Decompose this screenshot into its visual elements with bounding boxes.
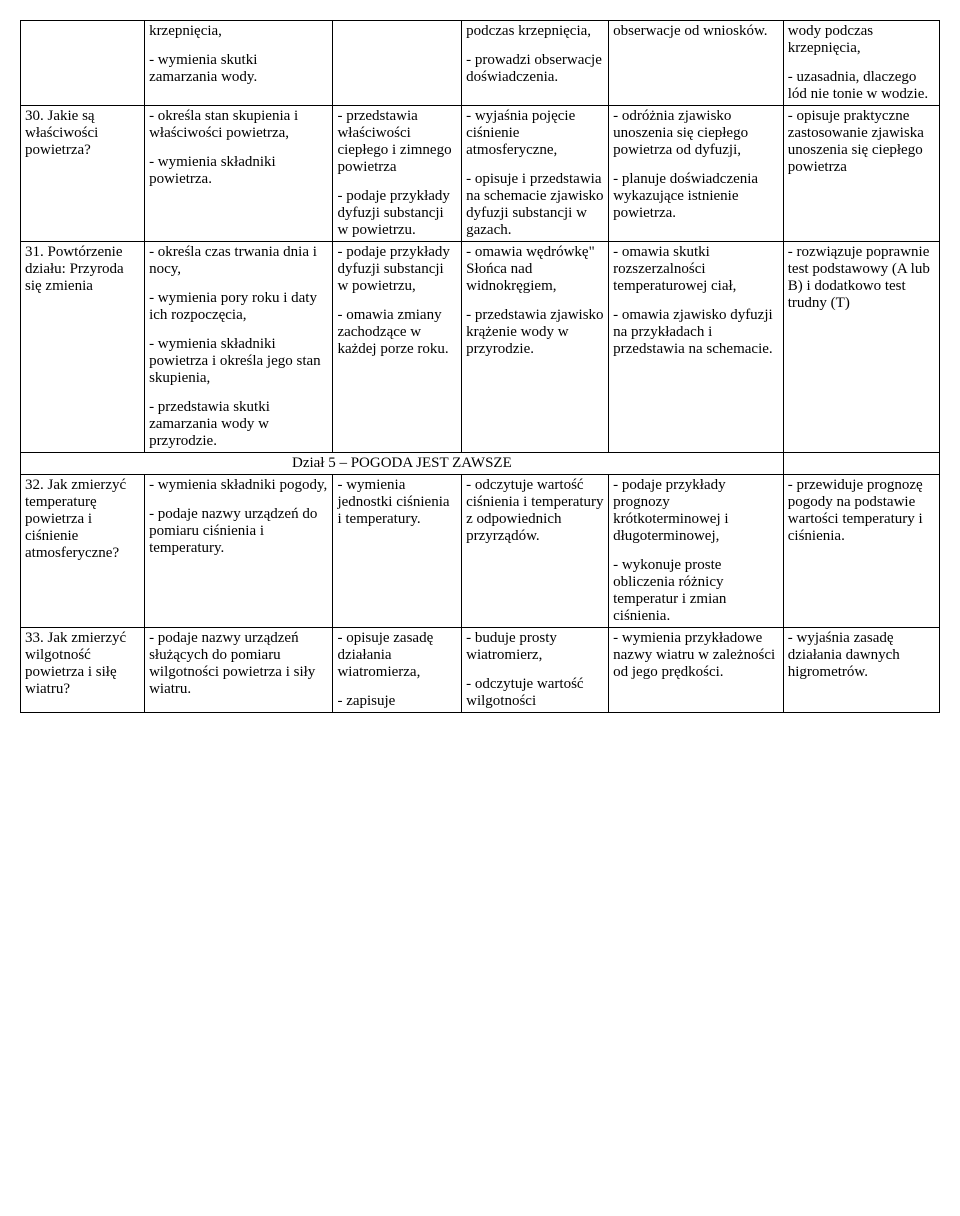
cell-topic: 33. Jak zmierzyć wilgotność powietrza i … bbox=[21, 628, 145, 713]
table-row: 31. Powtórzenie działu: Przyroda się zmi… bbox=[21, 242, 940, 453]
cell-level3: - odczytuje wartość ciśnienia i temperat… bbox=[462, 475, 609, 628]
cell-level4: - omawia skutki rozszerzalności temperat… bbox=[609, 242, 784, 453]
cell-level4: obserwacje od wniosków. bbox=[609, 21, 784, 106]
cell-level3: - omawia wędrówkę" Słońca nad widnokręgi… bbox=[462, 242, 609, 453]
section-empty-cell bbox=[783, 453, 939, 475]
cell-level3: - buduje prosty wiatromierz,- odczytuje … bbox=[462, 628, 609, 713]
cell-topic bbox=[21, 21, 145, 106]
table-body: krzepnięcia,- wymienia skutki zamarzania… bbox=[21, 21, 940, 713]
section-header-row: Dział 5 – POGODA JEST ZAWSZE bbox=[21, 453, 940, 475]
table-row: 33. Jak zmierzyć wilgotność powietrza i … bbox=[21, 628, 940, 713]
cell-level1: - określa czas trwania dnia i nocy,- wym… bbox=[145, 242, 333, 453]
cell-topic: 32. Jak zmierzyć temperaturę powietrza i… bbox=[21, 475, 145, 628]
cell-level5: - rozwiązuje poprawnie test podstawowy (… bbox=[783, 242, 939, 453]
cell-level3: podczas krzepnięcia,- prowadzi obserwacj… bbox=[462, 21, 609, 106]
cell-level2: - podaje przykłady dyfuzji substancji w … bbox=[333, 242, 462, 453]
cell-level5: - opisuje praktyczne zastosowanie zjawis… bbox=[783, 106, 939, 242]
cell-level2: - przedstawia właściwości ciepłego i zim… bbox=[333, 106, 462, 242]
cell-level2 bbox=[333, 21, 462, 106]
cell-level4: - wymienia przykładowe nazwy wiatru w za… bbox=[609, 628, 784, 713]
cell-level1: - podaje nazwy urządzeń służących do pom… bbox=[145, 628, 333, 713]
table-row: 30. Jakie są właściwości powietrza? - ok… bbox=[21, 106, 940, 242]
cell-topic: 30. Jakie są właściwości powietrza? bbox=[21, 106, 145, 242]
cell-level4: - podaje przykłady prognozy krótkotermin… bbox=[609, 475, 784, 628]
cell-topic: 31. Powtórzenie działu: Przyroda się zmi… bbox=[21, 242, 145, 453]
cell-level1: krzepnięcia,- wymienia skutki zamarzania… bbox=[145, 21, 333, 106]
section-title: Dział 5 – POGODA JEST ZAWSZE bbox=[21, 453, 784, 475]
cell-level1: - określa stan skupienia i właściwości p… bbox=[145, 106, 333, 242]
cell-level2: - opisuje zasadę działania wiatromierza,… bbox=[333, 628, 462, 713]
cell-level4: - odróżnia zjawisko unoszenia się ciepłe… bbox=[609, 106, 784, 242]
cell-level5: wody podczas krzepnięcia,- uzasadnia, dl… bbox=[783, 21, 939, 106]
cell-level5: - wyjaśnia zasadę działania dawnych higr… bbox=[783, 628, 939, 713]
table-row: krzepnięcia,- wymienia skutki zamarzania… bbox=[21, 21, 940, 106]
cell-level5: - przewiduje prognozę pogody na podstawi… bbox=[783, 475, 939, 628]
cell-level3: - wyjaśnia pojęcie ciśnienie atmosferycz… bbox=[462, 106, 609, 242]
table-row: 32. Jak zmierzyć temperaturę powietrza i… bbox=[21, 475, 940, 628]
cell-level1: - wymienia składniki pogody,- podaje naz… bbox=[145, 475, 333, 628]
curriculum-table: krzepnięcia,- wymienia skutki zamarzania… bbox=[20, 20, 940, 713]
cell-level2: - wymienia jednostki ciśnienia i tempera… bbox=[333, 475, 462, 628]
